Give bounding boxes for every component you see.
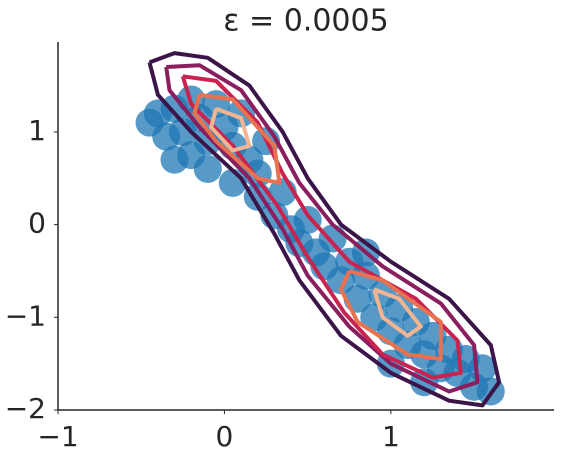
x-tick-label: 0 [216, 420, 234, 453]
scatter-point [318, 224, 347, 253]
y-tick-label: −1 [5, 299, 46, 332]
contour-line [209, 106, 423, 338]
y-tick-label: 0 [28, 207, 46, 240]
contour-line [164, 63, 480, 394]
scatter-point [293, 205, 322, 234]
chart-title: ε = 0.0005 [223, 4, 388, 39]
x-tick-label: 1 [382, 420, 400, 453]
y-tick-label: 1 [28, 114, 46, 147]
scatter-point [227, 99, 256, 128]
contour-line [192, 92, 443, 361]
scatter-point [160, 145, 189, 174]
y-tick-label: −2 [5, 392, 46, 425]
scatter-point [193, 154, 222, 183]
contour-line [147, 51, 502, 408]
x-tick-label: −1 [37, 420, 78, 453]
